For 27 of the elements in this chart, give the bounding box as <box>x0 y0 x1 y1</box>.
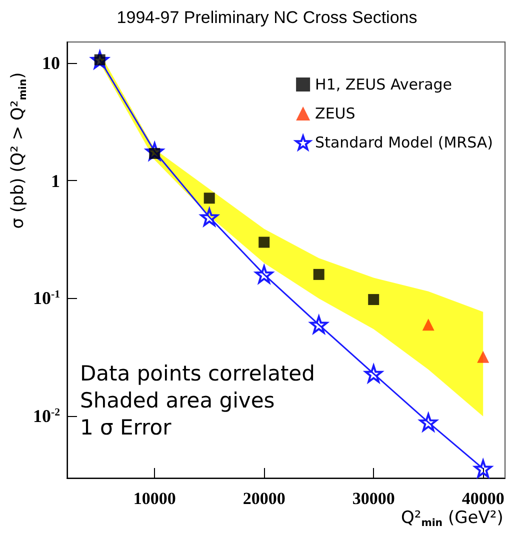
y-tick-label: 10$^{-1}$ <box>33 288 60 308</box>
point <box>368 294 380 306</box>
point <box>255 265 274 284</box>
point <box>90 50 109 69</box>
point <box>258 236 270 248</box>
legend-label: H1, ZEUS Average <box>315 76 452 94</box>
point <box>477 350 490 363</box>
point <box>419 413 438 432</box>
x-tick-label: 10000 <box>133 489 176 508</box>
y-tick-label: 10$^{-2}$ <box>33 406 60 426</box>
x-axis-title: Q²$_{min}$ (GeV²) <box>401 508 504 530</box>
point <box>313 268 324 280</box>
chart-title: 1994-97 Preliminary NC Cross Sections <box>116 8 418 27</box>
x-tick-label: 20000 <box>242 489 286 508</box>
point <box>204 192 215 204</box>
x-tick-label: 30000 <box>352 489 395 508</box>
point <box>146 142 164 160</box>
annotation: Shaded area gives <box>80 388 275 412</box>
annotation: Data points correlated <box>80 362 315 386</box>
y-tick-label: 1 <box>51 170 60 191</box>
annotation: 1 σ Error <box>80 416 172 440</box>
point <box>422 318 434 331</box>
legend-label: Standard Model (MRSA) <box>315 134 494 152</box>
legend-label: ZEUS <box>315 104 356 122</box>
x-tick-label: 40000 <box>462 489 504 508</box>
point <box>364 364 383 383</box>
y-tick-label: 10 <box>42 52 60 73</box>
